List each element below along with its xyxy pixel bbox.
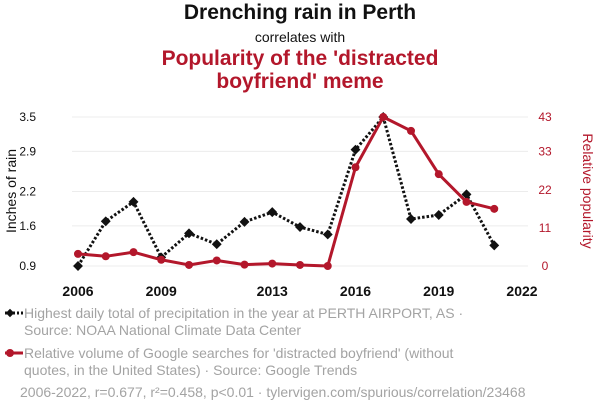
data-point-right [490,204,499,213]
legend-label-rain: Highest daily total of precipitation in … [24,305,464,338]
left-tick-label: 3.5 [19,110,36,124]
x-tick-label: 2006 [62,283,93,299]
data-point-right [185,260,193,269]
legend-label-meme: Relative volume of Google searches for '… [24,345,454,378]
data-point-right [462,197,471,206]
chart-connector: correlates with [254,29,346,45]
data-point-left [128,196,139,207]
x-tick-label: 2016 [340,283,371,299]
right-tick-label: 33 [538,145,552,159]
chart-subtitle: Popularity of the 'distracted boyfriend'… [0,47,600,93]
data-point-left [184,228,194,239]
data-point-right [101,252,110,261]
chart-subtitle-text: Popularity of the 'distracted boyfriend'… [161,47,439,93]
data-point-right [129,248,138,257]
legend-item-rain: Highest daily total of precipitation in … [4,305,484,339]
data-point-left [406,214,416,224]
data-point-left [489,240,500,251]
grid-lines [72,116,528,267]
right-axis-label: Relative popularity [580,133,596,248]
data-point-left [461,189,472,200]
data-point-right [407,126,415,135]
left-tick-label: 1.6 [19,219,36,233]
footer-stats: 2006-2022, r=0.677, r²=0.458, p<0.01 · t… [20,384,526,400]
data-point-right [268,259,277,268]
data-point-left [211,239,222,250]
data-point-right [240,260,249,269]
data-point-left [350,144,361,155]
left-tick-label: 2.9 [19,144,36,158]
right-tick-label: 11 [539,221,552,235]
data-point-left [433,210,444,220]
legend-marker-meme [5,349,23,357]
data-point-right [157,255,166,264]
left-tick-label: 0.9 [19,259,36,273]
data-point-left [322,229,333,240]
right-tick-label: 22 [538,183,552,197]
series-line-left [76,115,496,267]
data-point-right [351,163,360,172]
x-axis-ticks: 2006 2009 2013 2016 2019 2022 [62,283,537,299]
x-tick-label: 2009 [146,283,177,299]
data-point-right [74,249,82,258]
chart-title: Drenching rain in Perth [183,1,417,24]
data-point-left [239,216,250,227]
x-tick-label: 2019 [423,283,454,299]
left-axis-ticks: 3.5 2.9 2.2 1.6 0.9 [19,110,36,273]
left-axis-label: Inches of rain [3,149,19,233]
data-point-right [296,260,304,269]
left-tick-label: 2.2 [19,185,36,199]
data-point-left [100,216,111,227]
data-point-right [323,262,332,270]
right-tick-label: 43 [538,110,552,124]
data-point-left [295,222,305,232]
series-right [74,113,499,270]
x-tick-label: 2022 [506,283,537,299]
right-tick-label: 0 [542,259,549,273]
data-point-left [267,207,278,218]
data-point-right [212,256,221,265]
legend-item-meme: Relative volume of Google searches for '… [4,345,484,379]
data-point-right [434,170,443,179]
data-point-right [379,113,388,121]
x-tick-label: 2013 [257,283,288,299]
series-line-right [77,115,495,268]
legend-marker-rain [5,308,23,318]
right-axis-ticks: 43 33 22 11 0 [538,110,552,273]
